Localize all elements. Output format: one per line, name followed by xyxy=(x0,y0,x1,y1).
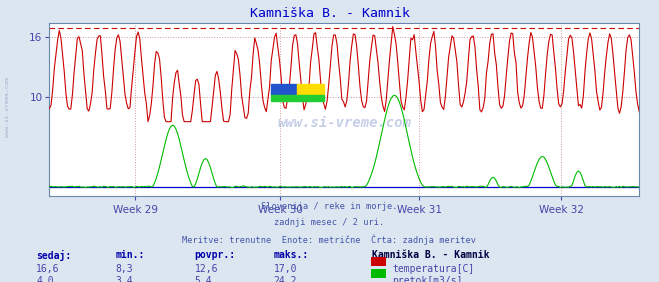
Text: 12,6: 12,6 xyxy=(194,264,218,274)
Text: Slovenija / reke in morje.: Slovenija / reke in morje. xyxy=(261,202,398,211)
Text: www.si-vreme.com: www.si-vreme.com xyxy=(5,77,11,137)
Text: 16,6: 16,6 xyxy=(36,264,60,274)
Text: 17,0: 17,0 xyxy=(273,264,297,274)
Text: 8,3: 8,3 xyxy=(115,264,133,274)
Text: Meritve: trenutne  Enote: metrične  Črta: zadnja meritev: Meritve: trenutne Enote: metrične Črta: … xyxy=(183,234,476,245)
Text: Kamniška B. - Kamnik: Kamniška B. - Kamnik xyxy=(250,7,409,20)
Text: zadnji mesec / 2 uri.: zadnji mesec / 2 uri. xyxy=(274,218,385,227)
Text: maks.:: maks.: xyxy=(273,250,308,259)
Bar xyxy=(271,95,324,101)
Bar xyxy=(297,85,324,95)
Bar xyxy=(271,85,297,95)
Text: www.si-vreme.com: www.si-vreme.com xyxy=(277,116,411,130)
Text: min.:: min.: xyxy=(115,250,145,259)
Text: 24,2: 24,2 xyxy=(273,276,297,282)
Text: Kamniška B. - Kamnik: Kamniška B. - Kamnik xyxy=(372,250,490,259)
Text: povpr.:: povpr.: xyxy=(194,250,235,259)
Text: sedaj:: sedaj: xyxy=(36,250,71,261)
Text: 3,4: 3,4 xyxy=(115,276,133,282)
Text: 5,4: 5,4 xyxy=(194,276,212,282)
Text: pretok[m3/s]: pretok[m3/s] xyxy=(392,276,463,282)
Text: 4,0: 4,0 xyxy=(36,276,54,282)
Text: temperatura[C]: temperatura[C] xyxy=(392,264,474,274)
